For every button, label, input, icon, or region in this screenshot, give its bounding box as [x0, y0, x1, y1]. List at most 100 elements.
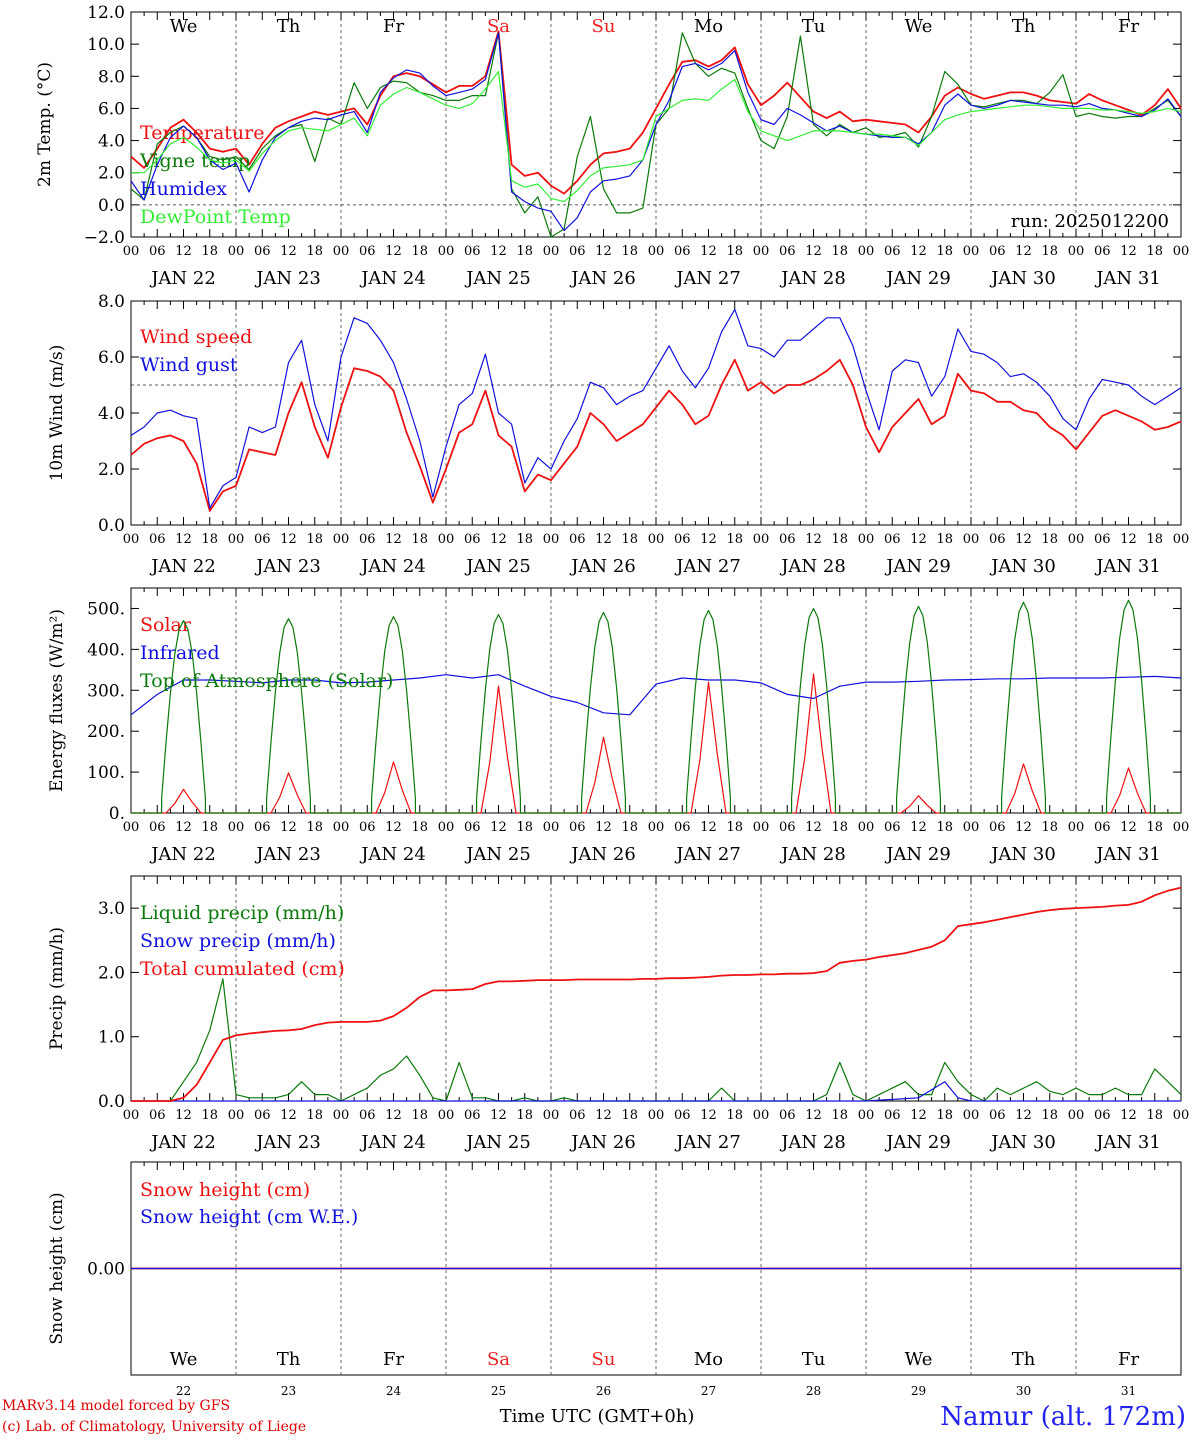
y-tick-label: 8.0 — [98, 292, 125, 312]
weekday-label: Fr — [1118, 16, 1139, 37]
hour-label: 12 — [280, 820, 297, 835]
legend-infrared: Infrared — [140, 642, 220, 664]
day-number-label: 31 — [1121, 1384, 1136, 1398]
weekday-label: Sa — [487, 1349, 510, 1370]
day-number-label: 23 — [281, 1384, 296, 1398]
hour-label: 18 — [306, 820, 323, 835]
day-number-label: 28 — [806, 1384, 821, 1398]
date-label: JAN 24 — [359, 268, 426, 289]
weekday-label: Fr — [383, 16, 404, 37]
y-tick-label: 8.0 — [98, 67, 125, 87]
hour-label: 00 — [438, 1108, 455, 1123]
hour-label: 12 — [1015, 244, 1032, 259]
y-axis-label: Snow height (cm) — [47, 1192, 67, 1344]
hour-label: 18 — [201, 820, 218, 835]
series-line-humidex — [130, 32, 1182, 232]
hour-label: 06 — [1094, 1108, 1111, 1123]
hour-label: 12 — [700, 532, 717, 547]
hour-label: 06 — [674, 532, 691, 547]
date-label: JAN 31 — [1094, 844, 1161, 865]
hour-label: 12 — [385, 244, 402, 259]
hour-label: 18 — [621, 244, 638, 259]
hour-label: 18 — [1146, 820, 1163, 835]
hour-label: 00 — [963, 244, 980, 259]
hour-label: 18 — [831, 532, 848, 547]
date-label: JAN 26 — [569, 1132, 636, 1153]
hour-label: 06 — [569, 820, 586, 835]
hour-label: 00 — [1173, 532, 1190, 547]
legend-wind-gust: Wind gust — [140, 354, 238, 376]
hour-label: 18 — [201, 532, 218, 547]
y-tick-label: 200. — [87, 722, 125, 742]
y-tick-label: 10.0 — [87, 35, 125, 55]
series-line-infrared — [130, 674, 1182, 716]
date-label: JAN 31 — [1094, 1132, 1161, 1153]
hour-label: 12 — [490, 820, 507, 835]
hour-label: 06 — [149, 820, 166, 835]
date-label: JAN 23 — [254, 268, 321, 289]
hour-label: 00 — [963, 532, 980, 547]
hour-label: 00 — [858, 532, 875, 547]
y-tick-label: −2.0 — [84, 228, 125, 248]
hour-label: 12 — [805, 1108, 822, 1123]
hour-label: 18 — [936, 1108, 953, 1123]
y-tick-label: 500. — [87, 599, 125, 619]
day-number-label: 30 — [1016, 1384, 1031, 1398]
hour-label: 00 — [438, 244, 455, 259]
hour-label: 12 — [1120, 532, 1137, 547]
hour-label: 06 — [149, 1108, 166, 1123]
series-line-total-cumulated-cm- — [131, 886, 1182, 1102]
date-label: JAN 23 — [254, 1132, 321, 1153]
legend-snow-height-cm-w-e-: Snow height (cm W.E.) — [140, 1206, 358, 1228]
hour-label: 18 — [1041, 820, 1058, 835]
hour-label: 12 — [700, 244, 717, 259]
hour-label: 06 — [989, 532, 1006, 547]
y-tick-label: 6.0 — [98, 348, 125, 368]
hour-label: 12 — [1120, 820, 1137, 835]
station-name: Namur (alt. 172m) — [940, 1402, 1186, 1432]
hour-label: 00 — [333, 532, 350, 547]
hour-label: 00 — [648, 532, 665, 547]
hour-label: 18 — [306, 532, 323, 547]
hour-label: 18 — [1041, 532, 1058, 547]
hour-label: 00 — [228, 532, 245, 547]
hour-label: 18 — [621, 532, 638, 547]
hour-label: 06 — [779, 1108, 796, 1123]
weekday-label: Mo — [694, 1349, 723, 1370]
hour-label: 18 — [201, 244, 218, 259]
hour-label: 00 — [438, 820, 455, 835]
hour-label: 12 — [490, 244, 507, 259]
date-label: JAN 22 — [149, 844, 216, 865]
weekday-label: Su — [592, 1349, 616, 1370]
hour-label: 12 — [1015, 532, 1032, 547]
weekday-label: Th — [1012, 1349, 1036, 1370]
hour-label: 00 — [858, 244, 875, 259]
date-label: JAN 30 — [989, 268, 1056, 289]
date-label: JAN 29 — [884, 268, 951, 289]
hour-label: 00 — [648, 1108, 665, 1123]
hour-label: 18 — [516, 820, 533, 835]
y-tick-label: 0.0 — [98, 1092, 125, 1112]
hour-label: 00 — [123, 244, 140, 259]
hour-label: 18 — [1146, 1108, 1163, 1123]
date-label: JAN 22 — [149, 556, 216, 577]
y-tick-label: 0.0 — [98, 516, 125, 536]
hour-label: 06 — [359, 532, 376, 547]
legend-solar: Solar — [140, 614, 192, 636]
date-label: JAN 27 — [674, 268, 741, 289]
date-label: JAN 23 — [254, 556, 321, 577]
hour-label: 00 — [333, 244, 350, 259]
weekday-label: We — [905, 16, 933, 37]
date-label: JAN 28 — [779, 1132, 846, 1153]
hour-label: 06 — [674, 244, 691, 259]
y-tick-label: 1.0 — [98, 1028, 125, 1048]
hour-label: 06 — [779, 820, 796, 835]
date-label: JAN 27 — [674, 1132, 741, 1153]
lab-credit: (c) Lab. of Climatology, University of L… — [2, 1419, 307, 1435]
hour-label: 00 — [123, 1108, 140, 1123]
hour-label: 12 — [1120, 244, 1137, 259]
weekday-label: Sa — [487, 16, 510, 37]
weekday-label: Mo — [694, 16, 723, 37]
date-label: JAN 22 — [149, 268, 216, 289]
hour-label: 06 — [674, 1108, 691, 1123]
